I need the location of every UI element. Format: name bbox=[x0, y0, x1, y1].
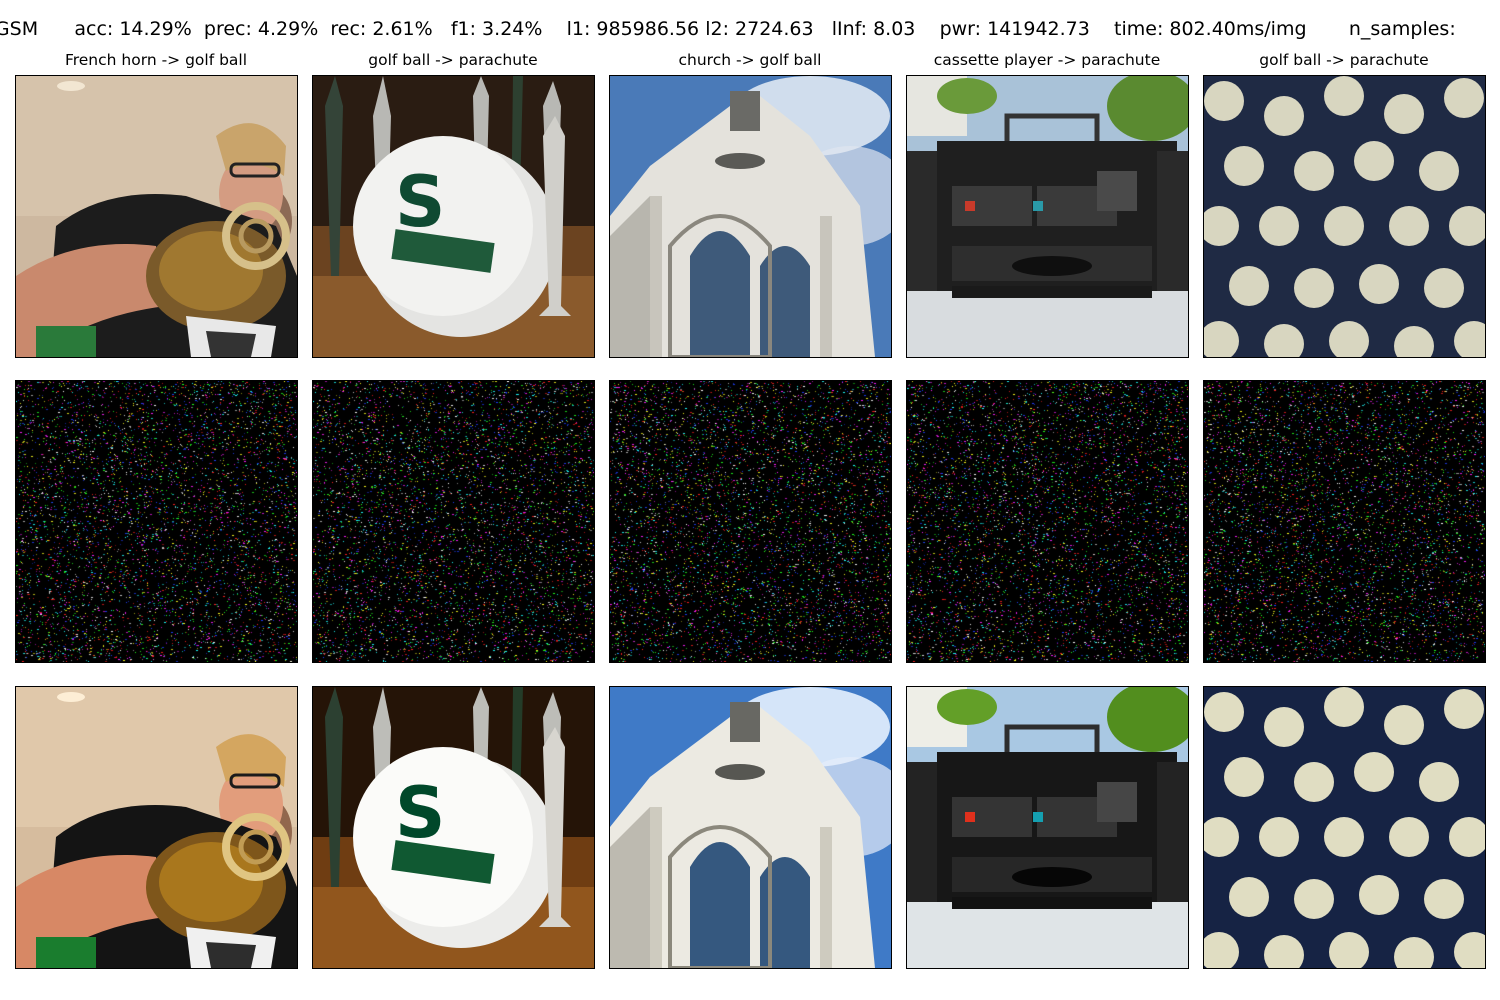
figure-title: FGSM acc: 14.29% prec: 4.29% rec: 2.61% … bbox=[0, 14, 1500, 44]
pwr-metric: pwr: 141942.73 bbox=[939, 18, 1090, 40]
original-image-church bbox=[609, 75, 892, 358]
acc-metric: acc: 14.29% bbox=[74, 18, 192, 40]
original-image-french-horn bbox=[15, 75, 298, 358]
perturbation-map-5 bbox=[1203, 380, 1486, 663]
perturbation-map-3 bbox=[609, 380, 892, 663]
method-label: FGSM bbox=[0, 18, 39, 40]
perturbation-map-2 bbox=[312, 380, 595, 663]
n-samples-metric: n_samples: bbox=[1348, 18, 1456, 40]
adversarial-image-golf-ball bbox=[312, 686, 595, 969]
metrics-line: FGSM acc: 14.29% prec: 4.29% rec: 2.61% … bbox=[0, 14, 1456, 44]
adversarial-image-church bbox=[609, 686, 892, 969]
column-title-2: golf ball -> parachute bbox=[368, 51, 538, 69]
column-title-5: golf ball -> parachute bbox=[1259, 51, 1429, 69]
column-title-4: cassette player -> parachute bbox=[933, 51, 1161, 69]
original-image-golf-ball bbox=[312, 75, 595, 358]
adversarial-image-golf-balls bbox=[1203, 686, 1486, 969]
prec-metric: prec: 4.29% bbox=[203, 18, 319, 40]
perturbation-map-4 bbox=[906, 380, 1189, 663]
adversarial-image-cassette-player bbox=[906, 686, 1189, 969]
f1-metric: f1: 3.24% bbox=[450, 18, 543, 40]
adversarial-image-french-horn bbox=[15, 686, 298, 969]
linf-metric: lInf: 8.03 bbox=[831, 18, 916, 40]
time-metric: time: 802.40ms/img bbox=[1114, 18, 1307, 40]
column-title-1: French horn -> golf ball bbox=[64, 51, 248, 69]
perturbation-map-1 bbox=[15, 380, 298, 663]
l2-metric: l2: 2724.63 bbox=[705, 18, 814, 40]
original-image-golf-balls bbox=[1203, 75, 1486, 358]
rec-metric: rec: 2.61% bbox=[330, 18, 433, 40]
column-title-3: church -> golf ball bbox=[678, 51, 822, 69]
l1-metric: l1: 985986.56 bbox=[566, 18, 700, 40]
original-image-cassette-player bbox=[906, 75, 1189, 358]
